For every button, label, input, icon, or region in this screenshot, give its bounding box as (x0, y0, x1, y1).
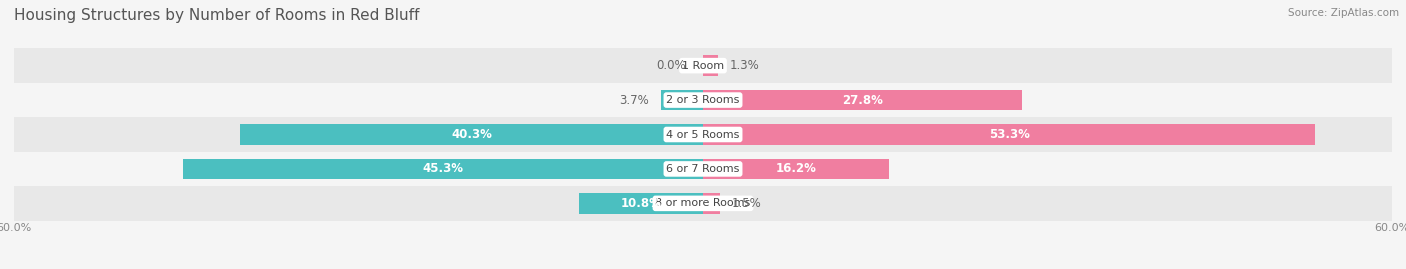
Text: 1 Room: 1 Room (682, 61, 724, 71)
Text: 1.3%: 1.3% (730, 59, 759, 72)
Text: 0.0%: 0.0% (657, 59, 686, 72)
Bar (703, 55, 718, 76)
Bar (14, 83, 1392, 117)
Bar (703, 193, 720, 214)
Bar (14, 48, 1392, 83)
Bar (661, 90, 703, 110)
Text: 6 or 7 Rooms: 6 or 7 Rooms (666, 164, 740, 174)
Bar (14, 186, 1392, 221)
Text: 45.3%: 45.3% (422, 162, 464, 175)
Bar (703, 90, 1022, 110)
Text: Housing Structures by Number of Rooms in Red Bluff: Housing Structures by Number of Rooms in… (14, 8, 419, 23)
Bar (14, 117, 1392, 152)
Text: 40.3%: 40.3% (451, 128, 492, 141)
Text: Source: ZipAtlas.com: Source: ZipAtlas.com (1288, 8, 1399, 18)
Text: 16.2%: 16.2% (776, 162, 817, 175)
Bar (14, 152, 1392, 186)
Text: 8 or more Rooms: 8 or more Rooms (655, 198, 751, 208)
Text: 1.5%: 1.5% (731, 197, 762, 210)
Text: 10.8%: 10.8% (620, 197, 661, 210)
Bar (240, 124, 703, 145)
Text: 2 or 3 Rooms: 2 or 3 Rooms (666, 95, 740, 105)
Bar (183, 159, 703, 179)
Text: 4 or 5 Rooms: 4 or 5 Rooms (666, 129, 740, 140)
Text: 53.3%: 53.3% (988, 128, 1029, 141)
Bar (703, 159, 889, 179)
Text: 3.7%: 3.7% (619, 94, 650, 107)
Bar (703, 124, 1315, 145)
Bar (579, 193, 703, 214)
Text: 27.8%: 27.8% (842, 94, 883, 107)
